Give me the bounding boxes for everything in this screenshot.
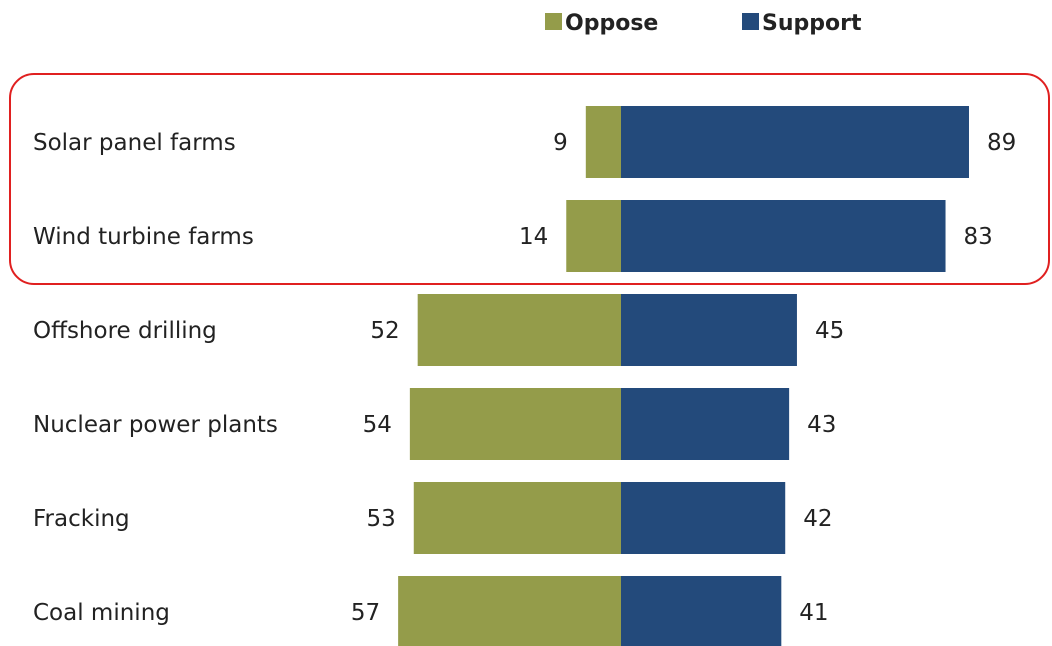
oppose-bar	[409, 388, 621, 460]
legend-label: Oppose	[565, 11, 658, 36]
oppose-bar	[585, 106, 621, 178]
support-value-label: 43	[807, 412, 836, 438]
support-value-label: 89	[987, 130, 1016, 156]
support-bar	[621, 482, 786, 554]
oppose-value-label: 57	[351, 600, 380, 626]
bar-row: Wind turbine farms 14 83	[33, 200, 993, 272]
support-bar	[621, 200, 946, 272]
bar-row: Offshore drilling 52 45	[33, 294, 844, 366]
bar-row: Fracking 53 42	[33, 482, 833, 554]
bar-rows: Solar panel farms 9 89 Wind turbine farms 14…	[33, 106, 1016, 646]
oppose-value-label: 14	[519, 224, 548, 250]
highlight-box	[9, 73, 1050, 285]
oppose-bar	[566, 200, 621, 272]
category-label: Offshore drilling	[33, 318, 217, 344]
category-label: Solar panel farms	[33, 130, 236, 156]
legend: Oppose Support	[545, 11, 862, 36]
support-bar	[621, 106, 969, 178]
category-label: Coal mining	[33, 600, 170, 626]
oppose-bar	[398, 576, 621, 646]
category-label: Nuclear power plants	[33, 412, 278, 438]
oppose-bar	[413, 482, 621, 554]
legend-swatch	[545, 13, 562, 30]
category-label: Wind turbine farms	[33, 224, 254, 250]
oppose-value-label: 54	[363, 412, 392, 438]
support-bar	[621, 388, 790, 460]
category-label: Fracking	[33, 506, 130, 532]
oppose-value-label: 52	[370, 318, 399, 344]
legend-swatch	[742, 13, 759, 30]
support-value-label: 45	[815, 318, 844, 344]
support-value-label: 41	[799, 600, 828, 626]
bar-row: Nuclear power plants 54 43	[33, 388, 836, 460]
oppose-value-label: 9	[553, 130, 568, 156]
support-value-label: 42	[803, 506, 832, 532]
bar-row: Coal mining 57 41	[33, 576, 829, 646]
legend-entry: Oppose	[545, 11, 658, 36]
bar-row: Solar panel farms 9 89	[33, 106, 1016, 178]
support-bar	[621, 576, 782, 646]
oppose-bar	[417, 294, 621, 366]
support-bar	[621, 294, 797, 366]
legend-entry: Support	[742, 11, 862, 36]
legend-label: Support	[762, 11, 862, 36]
oppose-value-label: 53	[366, 506, 395, 532]
support-value-label: 83	[964, 224, 993, 250]
